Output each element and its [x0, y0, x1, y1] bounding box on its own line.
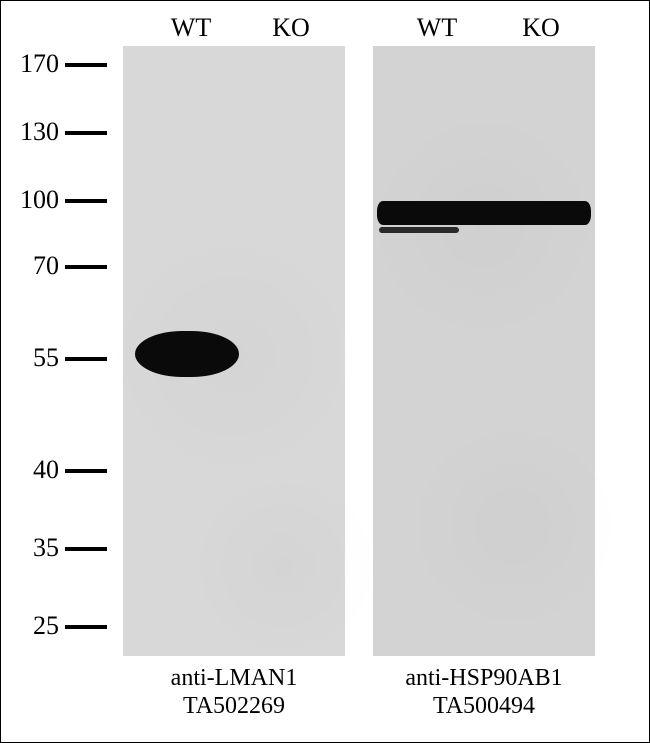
mw-label: 25	[1, 611, 59, 641]
caption-left: anti-LMAN1 TA502269	[123, 665, 345, 720]
mw-tick	[65, 63, 107, 67]
mw-tick	[65, 547, 107, 551]
mw-label: 35	[1, 533, 59, 563]
mw-tick	[65, 265, 107, 269]
mw-tick	[65, 469, 107, 473]
plot-area: 170 130 100 70 55 40 35 25 WT KO WT KO	[1, 1, 649, 742]
band-lman1-wt	[135, 331, 239, 377]
lane-header-ko: KO	[261, 13, 321, 43]
western-blot-figure: 170 130 100 70 55 40 35 25 WT KO WT KO	[0, 0, 650, 743]
mw-label: 170	[1, 49, 59, 79]
caption-line: TA502269	[123, 693, 345, 721]
mw-tick	[65, 199, 107, 203]
caption-right: anti-HSP90AB1 TA500494	[373, 665, 595, 720]
mw-tick	[65, 131, 107, 135]
lane-header-wt: WT	[161, 13, 221, 43]
caption-line: anti-LMAN1	[123, 665, 345, 693]
film-noise	[413, 406, 613, 646]
lane-header-ko: KO	[511, 13, 571, 43]
mw-label: 40	[1, 455, 59, 485]
mw-tick	[65, 625, 107, 629]
lane-header-wt: WT	[407, 13, 467, 43]
film-noise	[363, 106, 603, 346]
blot-panel-right	[373, 46, 595, 656]
band-hsp90ab1-smear	[379, 227, 459, 233]
mw-label: 130	[1, 117, 59, 147]
mw-tick	[65, 357, 107, 361]
mw-label: 100	[1, 185, 59, 215]
caption-line: anti-HSP90AB1	[373, 665, 595, 693]
mw-label: 55	[1, 343, 59, 373]
film-noise	[183, 466, 383, 666]
band-hsp90ab1	[377, 201, 591, 225]
mw-label: 70	[1, 251, 59, 281]
caption-line: TA500494	[373, 693, 595, 721]
